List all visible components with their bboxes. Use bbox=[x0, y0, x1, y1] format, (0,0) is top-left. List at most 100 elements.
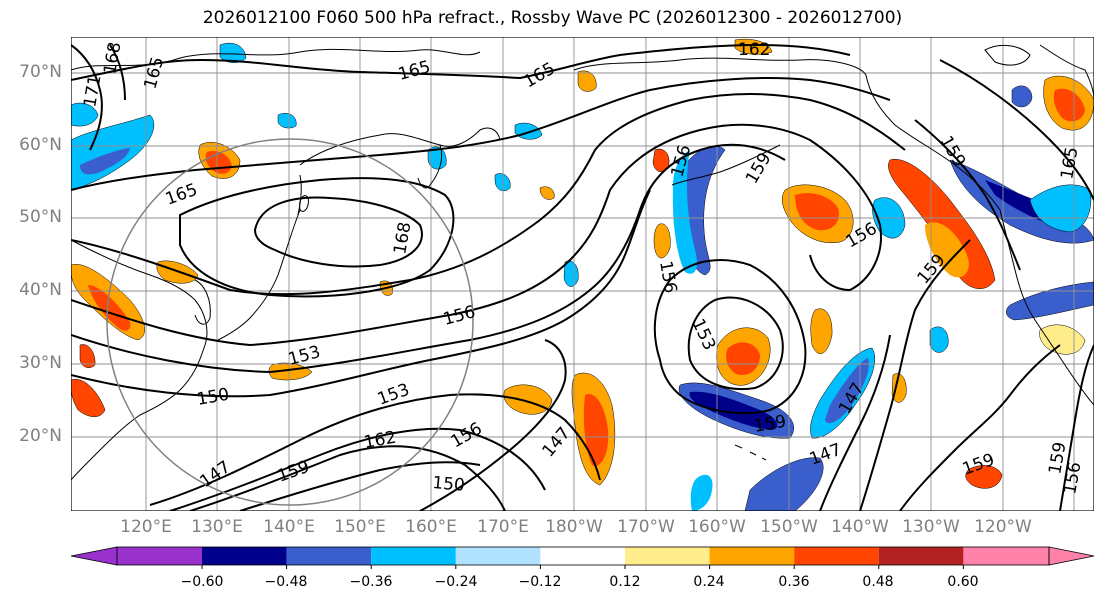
contour-low-east bbox=[653, 259, 807, 415]
coast-kamchatka bbox=[417, 144, 443, 189]
anomaly-positive-sea bbox=[71, 378, 106, 417]
lat-label: 30°N bbox=[19, 353, 62, 373]
colorbar-segment bbox=[455, 547, 541, 565]
anomaly-negative-arc-light bbox=[672, 150, 697, 274]
lat-label: 20°N bbox=[19, 426, 62, 446]
contour-159-east bbox=[914, 119, 1021, 271]
contour-label: 162 bbox=[738, 40, 770, 60]
contour-168-west bbox=[109, 44, 126, 101]
colorbar-frame bbox=[116, 546, 1050, 566]
colorbar-tick-label: −0.48 bbox=[264, 574, 308, 590]
map-title: 2026012100 F060 500 hPa refract., Rossby… bbox=[202, 8, 903, 28]
anomaly-negative-west-dark bbox=[80, 148, 130, 175]
colorbar-segment bbox=[202, 547, 287, 565]
coast-hawaii bbox=[734, 444, 767, 461]
anomaly-positive-westcoast-pale bbox=[925, 222, 969, 278]
colorbar-segment bbox=[625, 547, 710, 565]
anomaly-positive-npole-3 bbox=[577, 70, 597, 92]
colorbar-tick-label: −0.24 bbox=[434, 574, 478, 590]
contour-150-south bbox=[169, 427, 546, 511]
colorbar-segment bbox=[709, 547, 795, 565]
lat-label: 40°N bbox=[19, 280, 62, 300]
contour-165-east bbox=[939, 59, 1094, 201]
coast-alaska-peninsula bbox=[671, 144, 781, 186]
colorbar-tick-label: 0.12 bbox=[609, 574, 641, 590]
anomaly-positive-small-3 bbox=[653, 223, 671, 259]
anomaly-negative-south bbox=[744, 457, 824, 511]
radius-circle bbox=[106, 138, 474, 506]
colorbar-tick-label: −0.36 bbox=[349, 574, 393, 590]
anomaly-positive-china-core bbox=[88, 285, 131, 331]
anomaly-positive-central-core bbox=[726, 342, 760, 376]
contour-150 bbox=[71, 189, 651, 398]
anomaly-positive-dateline-core bbox=[583, 394, 609, 466]
anomaly-negative-hudson bbox=[1029, 184, 1092, 233]
lon-label: 170°W bbox=[617, 517, 675, 537]
contour-east-trough-2 bbox=[819, 334, 891, 511]
anomaly-negative-arctic bbox=[1011, 85, 1033, 108]
coast-arctic-islands bbox=[984, 44, 1031, 66]
lon-label: 170°E bbox=[477, 517, 529, 537]
contour-171 bbox=[71, 44, 103, 151]
coast-alaska bbox=[573, 57, 1001, 211]
anomaly-negative-small-1 bbox=[929, 326, 949, 353]
contour-168 bbox=[253, 196, 423, 268]
coast-north-america bbox=[999, 209, 1094, 406]
anomaly-negative-diagonal-dark bbox=[825, 358, 869, 424]
anomaly-positive-bering-core bbox=[795, 193, 839, 231]
lon-label: 120°W bbox=[974, 517, 1032, 537]
lat-label: 50°N bbox=[19, 207, 62, 227]
anomaly-negative-hawaii-light bbox=[689, 391, 778, 430]
coast-okhotsk bbox=[299, 127, 501, 166]
anomaly-positive-west bbox=[503, 384, 553, 415]
colorbar-tick-label: 0.24 bbox=[693, 574, 725, 590]
lon-label: 130°E bbox=[191, 517, 243, 537]
coast-hudson bbox=[1039, 44, 1094, 101]
lon-label: 130°W bbox=[902, 517, 960, 537]
map-panel: 162 165 165 165 165 165 168 168 171 156 … bbox=[71, 37, 1094, 511]
anomaly-negative-npole-4 bbox=[277, 112, 297, 129]
colorbar-segment bbox=[878, 547, 964, 565]
anomaly-negative-uswest bbox=[1006, 281, 1094, 321]
colorbar-extension-high bbox=[1048, 546, 1095, 566]
colorbar-extension-low bbox=[70, 546, 118, 566]
colorbar-segment bbox=[963, 547, 1049, 565]
anomaly-positive-hudson-core bbox=[1053, 88, 1085, 122]
coast-korea bbox=[194, 279, 211, 325]
anomaly-positive-southeast bbox=[965, 465, 1003, 489]
contour-153 bbox=[71, 143, 786, 374]
contours bbox=[71, 43, 1094, 511]
contour-east-trough bbox=[859, 239, 971, 511]
contour-westcoast bbox=[1059, 344, 1094, 511]
lat-label: 70°N bbox=[19, 62, 62, 82]
coast-sakhalin bbox=[297, 174, 302, 216]
colorbar-segment bbox=[540, 547, 625, 565]
colorbar-tick-label: −0.60 bbox=[180, 574, 224, 590]
contour-label: 150 bbox=[432, 473, 466, 496]
contour-153-south bbox=[189, 445, 506, 511]
lon-label: 150°E bbox=[334, 517, 386, 537]
anomaly-positive-orange-small bbox=[810, 308, 833, 354]
contour-low-inner bbox=[687, 296, 784, 391]
lon-label: 140°E bbox=[263, 517, 315, 537]
contour-159 bbox=[71, 93, 906, 296]
lon-label: 140°W bbox=[831, 517, 889, 537]
contour-147-south bbox=[149, 393, 601, 506]
anomaly-positive-npole-5 bbox=[734, 38, 773, 55]
anomaly-positive-westcoast bbox=[888, 158, 996, 289]
lon-label: 160°E bbox=[405, 517, 457, 537]
contour-165-north bbox=[71, 43, 851, 81]
contour-159-south bbox=[239, 461, 481, 511]
colorbar-segment bbox=[117, 547, 202, 565]
lon-label: 160°W bbox=[688, 517, 746, 537]
colorbar-segment bbox=[794, 547, 879, 565]
lon-label: 150°W bbox=[760, 517, 818, 537]
colorbar-tick-label: 0.36 bbox=[778, 574, 810, 590]
anomaly-negative-south-light bbox=[690, 474, 713, 511]
colorbar-segment bbox=[371, 547, 456, 565]
colorbar-segment bbox=[286, 547, 372, 565]
lat-label: 60°N bbox=[19, 135, 62, 155]
anomaly-negative-small-6 bbox=[563, 260, 579, 287]
lon-label: 120°E bbox=[120, 517, 172, 537]
